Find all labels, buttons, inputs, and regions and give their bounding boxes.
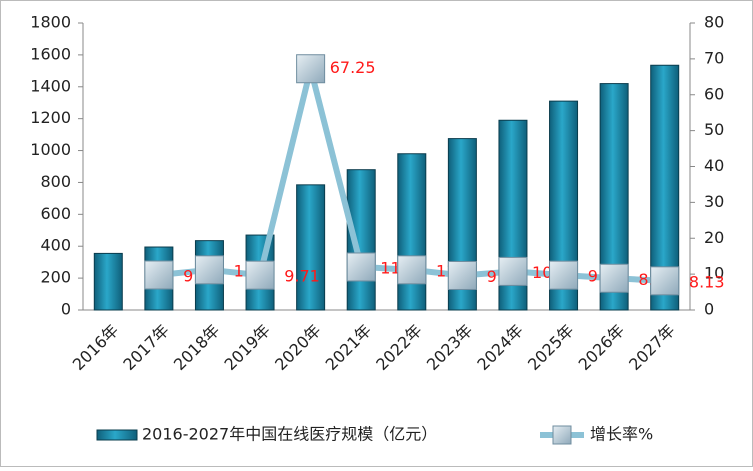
y2-tick-label: 50 (704, 120, 724, 139)
legend-swatch (96, 429, 138, 441)
marker (296, 54, 326, 84)
marker (194, 255, 224, 285)
marker (599, 263, 629, 293)
marker (144, 260, 174, 290)
y-tick-label: 400 (40, 236, 71, 255)
y2-tick-label: 40 (704, 156, 724, 175)
value-label: 9.71 (284, 267, 320, 286)
y2-tick-label: 20 (704, 228, 724, 247)
bar (296, 184, 326, 311)
y-tick-label: 1200 (30, 108, 71, 127)
legend-marker (552, 425, 572, 445)
marker (447, 260, 477, 290)
y2-tick-label: 0 (704, 300, 714, 319)
y-tick-label: 1800 (30, 13, 71, 32)
marker (397, 255, 427, 285)
value-label: 67.25 (330, 58, 376, 77)
bar (346, 169, 376, 311)
bar (93, 252, 123, 311)
marker (245, 260, 275, 290)
marker (346, 252, 376, 282)
y-tick-label: 1400 (30, 76, 71, 95)
marker (498, 256, 528, 286)
y-tick-label: 1600 (30, 44, 71, 63)
y-tick-label: 1000 (30, 140, 71, 159)
y2-tick-label: 30 (704, 192, 724, 211)
y-tick-label: 0 (61, 300, 71, 319)
legend-label: 2016-2027年中国在线医疗规模（亿元） (142, 425, 437, 444)
marker (650, 266, 680, 296)
y-tick-label: 800 (40, 172, 71, 191)
value-label: 8.13 (689, 272, 725, 291)
legend-label: 增长率% (590, 425, 653, 444)
y2-tick-label: 60 (704, 84, 724, 103)
marker (549, 260, 579, 290)
y2-tick-label: 80 (704, 13, 724, 32)
y2-tick-label: 10 (704, 264, 724, 283)
y-tick-label: 200 (40, 268, 71, 287)
y2-tick-label: 70 (704, 48, 724, 67)
y-tick-label: 600 (40, 204, 71, 223)
bar (397, 153, 427, 311)
